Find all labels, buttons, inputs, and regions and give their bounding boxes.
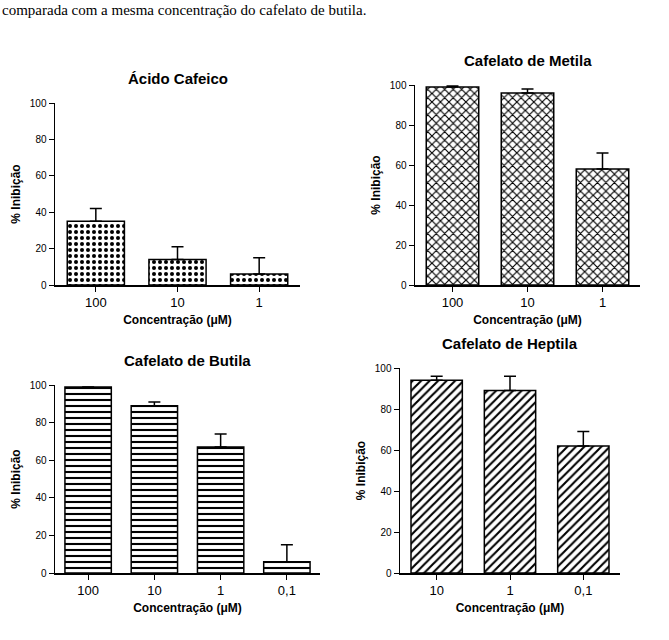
svg-text:1: 1: [599, 295, 606, 310]
svg-text:100: 100: [442, 295, 464, 310]
svg-text:20: 20: [380, 527, 392, 538]
svg-text:60: 60: [35, 170, 47, 181]
svg-text:60: 60: [380, 445, 392, 456]
svg-text:40: 40: [35, 492, 47, 503]
svg-text:10: 10: [520, 295, 534, 310]
svg-text:100: 100: [375, 363, 392, 374]
svg-text:Concentração (μM): Concentração (μM): [133, 601, 242, 615]
svg-text:80: 80: [35, 417, 47, 428]
svg-text:80: 80: [380, 404, 392, 415]
svg-text:10: 10: [170, 295, 184, 310]
svg-text:100: 100: [30, 380, 47, 391]
svg-text:40: 40: [35, 207, 47, 218]
svg-text:% Inibição: % Inibição: [354, 441, 368, 500]
svg-text:10: 10: [147, 583, 161, 598]
svg-text:0,1: 0,1: [574, 583, 592, 598]
svg-text:Ácido Cafeico: Ácido Cafeico: [128, 70, 228, 87]
svg-text:% Inibição: % Inibição: [9, 164, 23, 223]
svg-text:60: 60: [35, 455, 47, 466]
svg-text:80: 80: [395, 120, 407, 131]
svg-text:Cafelato de Heptila: Cafelato de Heptila: [442, 335, 578, 352]
svg-text:0: 0: [41, 568, 47, 579]
svg-text:% Inibição: % Inibição: [369, 155, 383, 214]
svg-text:10: 10: [429, 583, 443, 598]
svg-text:100: 100: [77, 583, 99, 598]
svg-text:Concentração (μM): Concentração (μM): [123, 313, 232, 327]
svg-text:0: 0: [386, 568, 392, 579]
svg-text:0,1: 0,1: [278, 583, 296, 598]
svg-text:40: 40: [380, 486, 392, 497]
svg-text:60: 60: [395, 160, 407, 171]
svg-text:% Inibição: % Inibição: [9, 449, 23, 508]
svg-text:1: 1: [506, 583, 513, 598]
svg-text:20: 20: [35, 243, 47, 254]
svg-text:40: 40: [395, 200, 407, 211]
svg-text:comparada com a mesma concentr: comparada com a mesma concentração do ca…: [2, 2, 366, 18]
svg-text:1: 1: [217, 583, 224, 598]
svg-text:100: 100: [390, 80, 407, 91]
svg-text:0: 0: [401, 280, 407, 291]
svg-text:100: 100: [85, 295, 107, 310]
svg-text:80: 80: [35, 134, 47, 145]
svg-text:100: 100: [30, 98, 47, 109]
svg-text:20: 20: [35, 530, 47, 541]
svg-text:1: 1: [256, 295, 263, 310]
svg-text:Cafelato de Metila: Cafelato de Metila: [464, 52, 592, 69]
svg-text:Concentração (μM): Concentração (μM): [473, 313, 582, 327]
svg-text:0: 0: [41, 280, 47, 291]
svg-text:Concentração (μM): Concentração (μM): [456, 601, 565, 615]
svg-text:Cafelato de Butila: Cafelato de Butila: [124, 352, 251, 369]
svg-text:20: 20: [395, 240, 407, 251]
